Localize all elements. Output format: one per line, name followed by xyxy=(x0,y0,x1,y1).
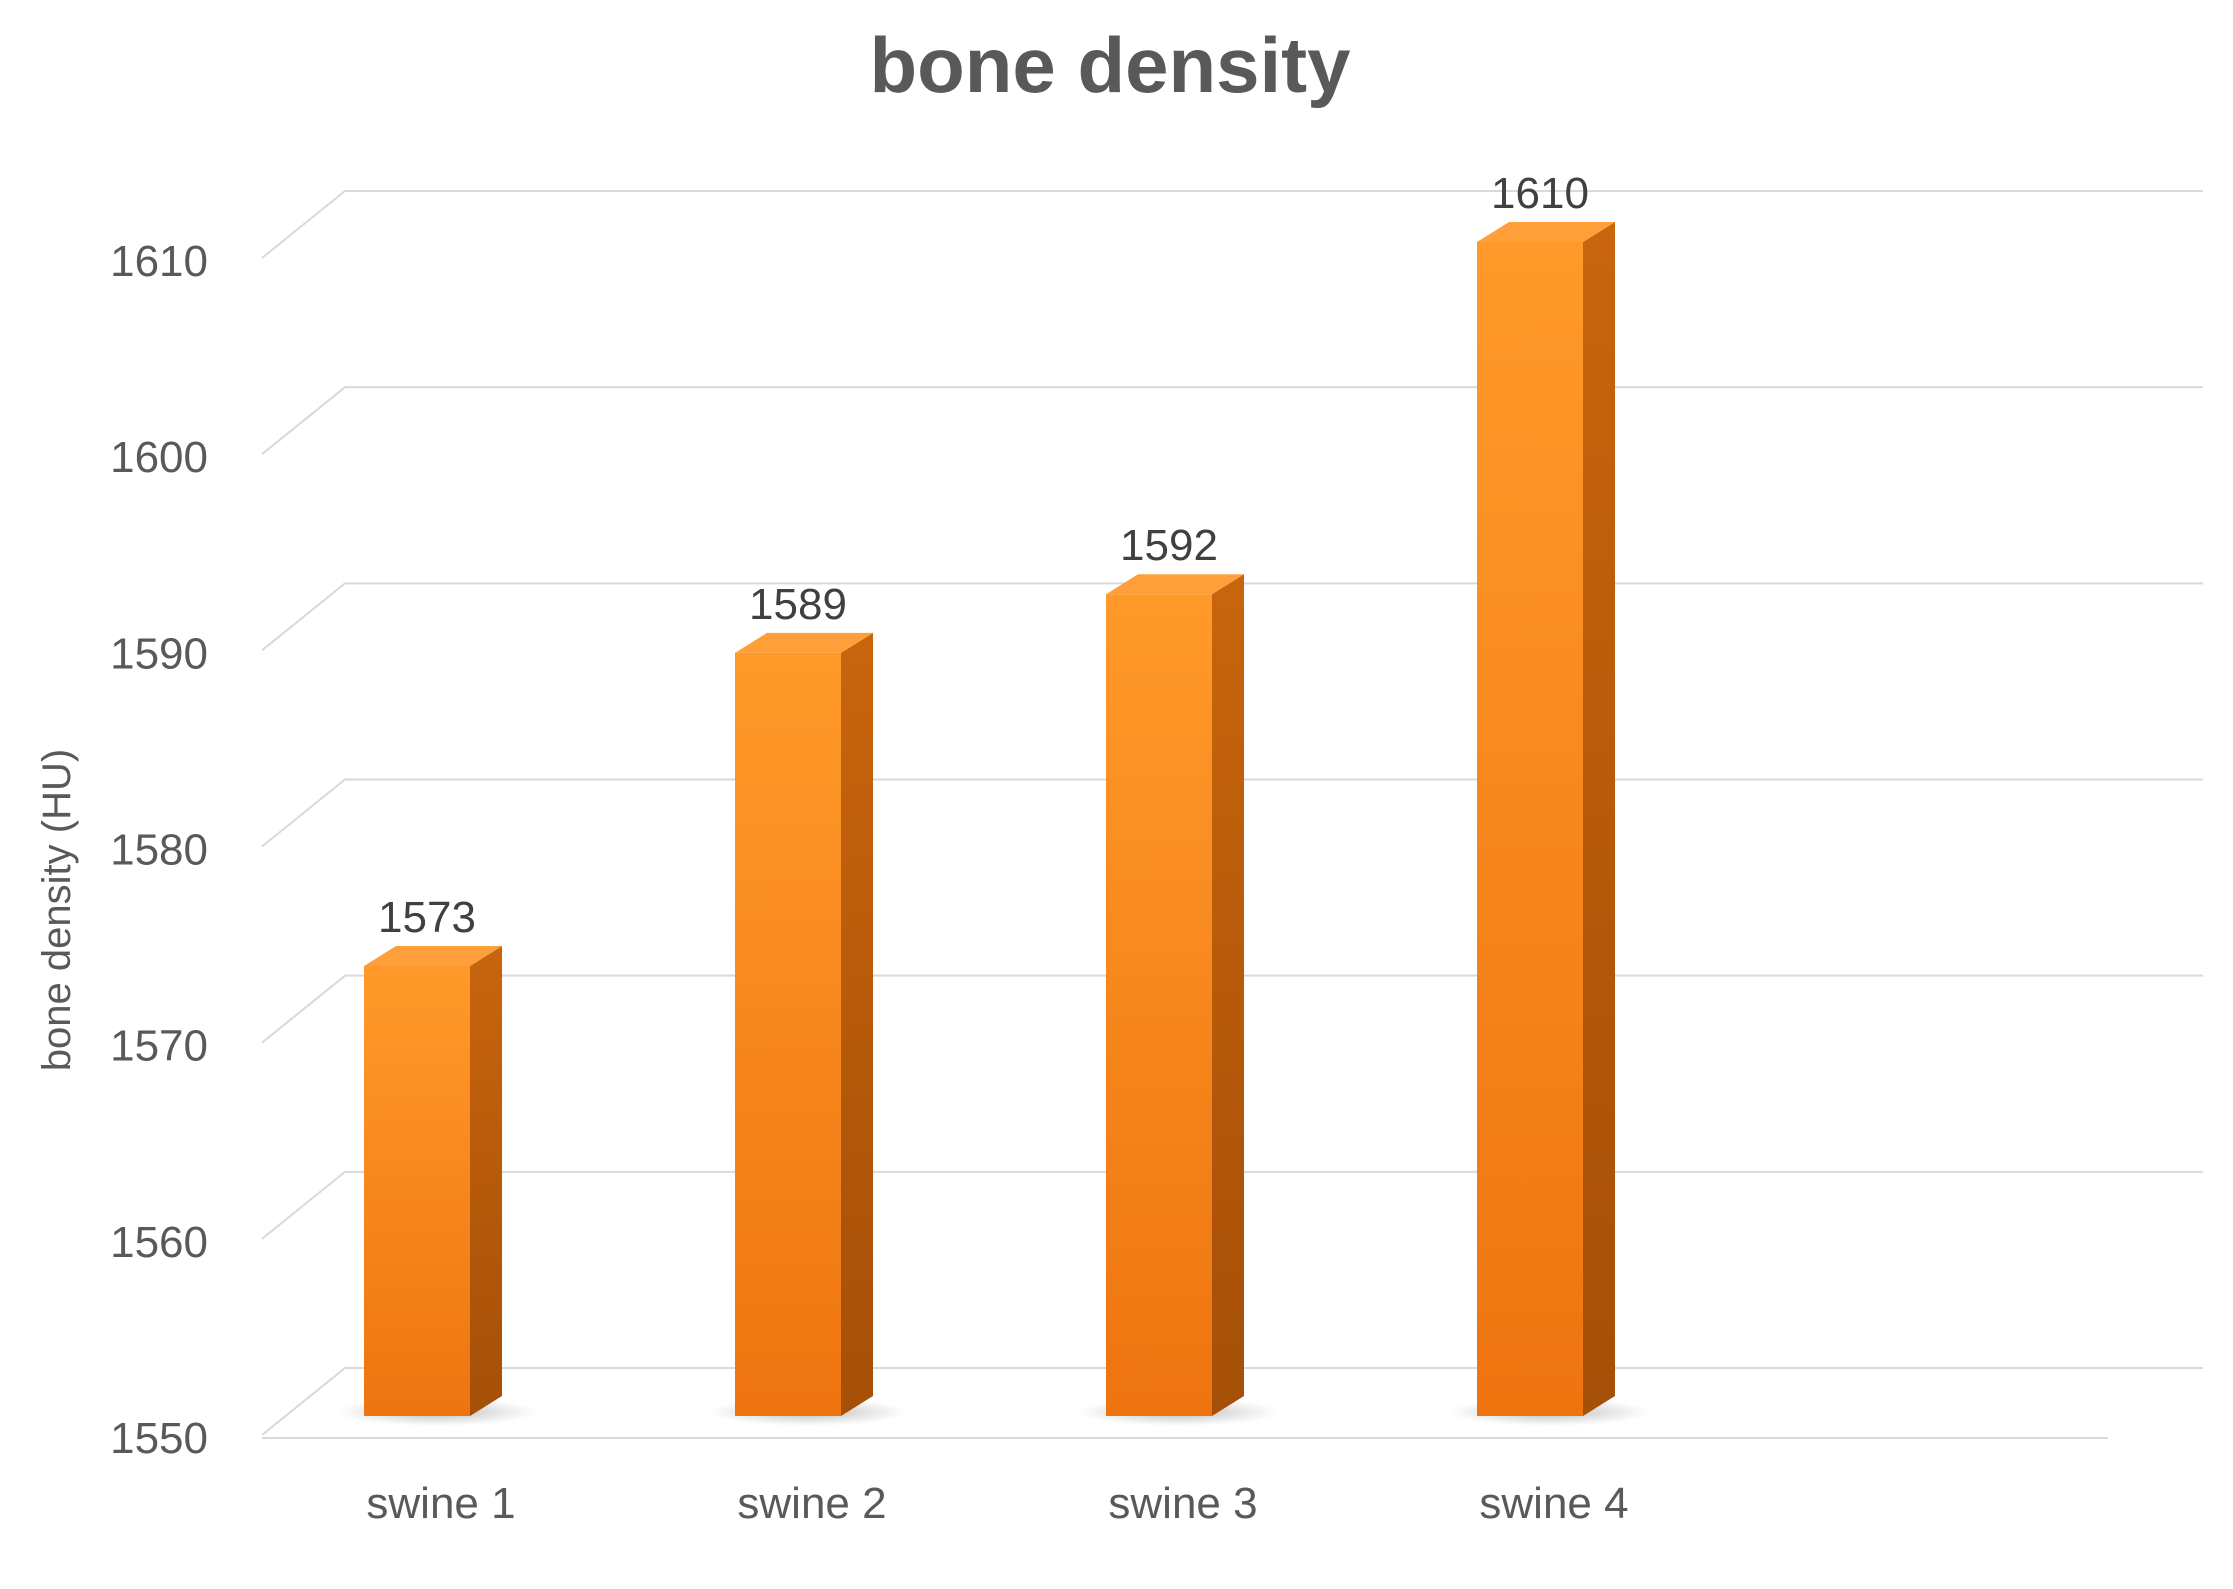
y-axis-ticks: 1550 1560 1570 1580 1590 1600 1610 xyxy=(110,237,208,1463)
bar-side xyxy=(841,632,873,1416)
y-tick-label: 1590 xyxy=(110,629,208,678)
bar-front xyxy=(364,965,470,1416)
bar: 1573 xyxy=(336,893,538,1426)
y-axis-label: bone density (HU) xyxy=(35,749,79,1071)
x-axis-ticks: swine 1 swine 2 swine 3 swine 4 xyxy=(366,1479,1628,1528)
bar-front xyxy=(1477,242,1583,1416)
data-label: 1589 xyxy=(749,580,847,629)
gridlines xyxy=(261,190,2203,1439)
y-tick-label: 1610 xyxy=(110,237,208,286)
y-tick-label: 1600 xyxy=(110,433,208,482)
bar-top xyxy=(364,945,502,966)
y-tick-label: 1560 xyxy=(110,1218,208,1267)
bar-side xyxy=(1583,222,1615,1416)
x-tick-label: swine 2 xyxy=(737,1479,886,1528)
bar: 1589 xyxy=(707,580,909,1426)
x-tick-label: swine 3 xyxy=(1108,1479,1257,1528)
bar-front xyxy=(1106,594,1212,1416)
bar: 1610 xyxy=(1449,169,1651,1426)
data-label: 1592 xyxy=(1120,521,1218,570)
x-tick-label: swine 1 xyxy=(366,1479,515,1528)
bar-front xyxy=(735,652,841,1416)
bar-top xyxy=(735,632,873,653)
gridline xyxy=(261,386,2203,455)
x-tick-label: swine 4 xyxy=(1479,1479,1628,1528)
bar-side xyxy=(1212,574,1244,1416)
y-tick-label: 1550 xyxy=(110,1414,208,1463)
chart-title: bone density xyxy=(869,21,1350,109)
bar-top xyxy=(1477,222,1615,242)
bar-top xyxy=(1106,574,1244,595)
y-tick-label: 1570 xyxy=(110,1022,208,1071)
bars: 1573 1589 1592 1610 xyxy=(336,169,1651,1426)
y-tick-label: 1580 xyxy=(110,826,208,875)
data-label: 1573 xyxy=(378,893,476,942)
bar: 1592 xyxy=(1078,521,1280,1426)
bar-side xyxy=(470,945,502,1416)
data-label: 1610 xyxy=(1491,169,1589,218)
gridline xyxy=(261,190,2203,259)
